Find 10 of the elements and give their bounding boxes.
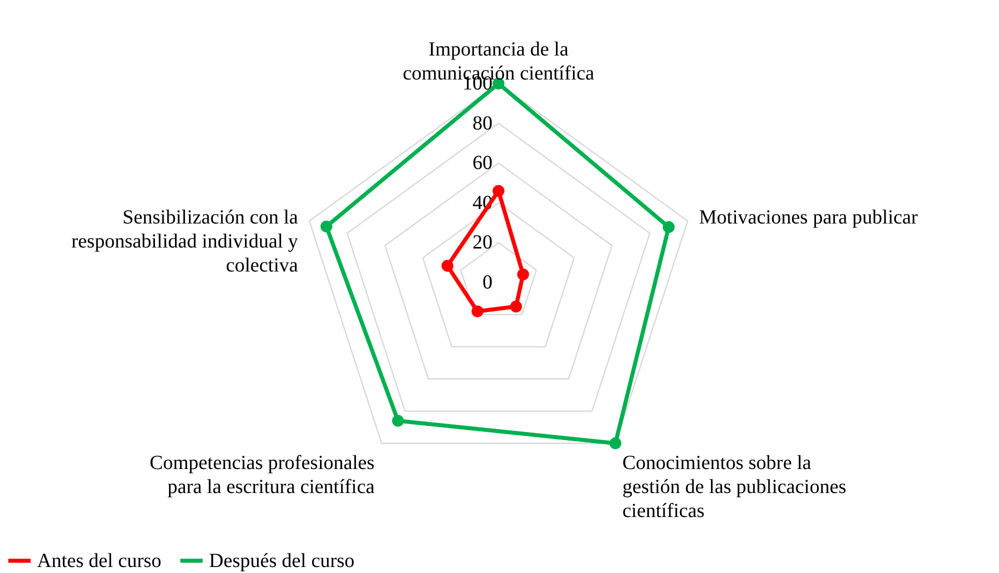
spoke-label: Sensibilización con la responsabilidad individual y colectiva xyxy=(71,206,298,276)
y-tick-label: 0 xyxy=(482,271,493,294)
y-tick-label: 20 xyxy=(472,232,493,254)
legend-label: Después del curso xyxy=(209,550,355,572)
y-tick-label: 60 xyxy=(472,152,493,174)
spoke-label: Competencias profesionales para la escritura científica xyxy=(150,452,375,498)
legend-label: Antes del curso xyxy=(37,550,162,572)
spoke-label: Conocimientos sobre la gestión de las publicaciones científicas xyxy=(622,452,846,522)
spoke-label: Motivaciones para publicar xyxy=(698,206,918,228)
y-tick-label: 80 xyxy=(472,112,493,134)
